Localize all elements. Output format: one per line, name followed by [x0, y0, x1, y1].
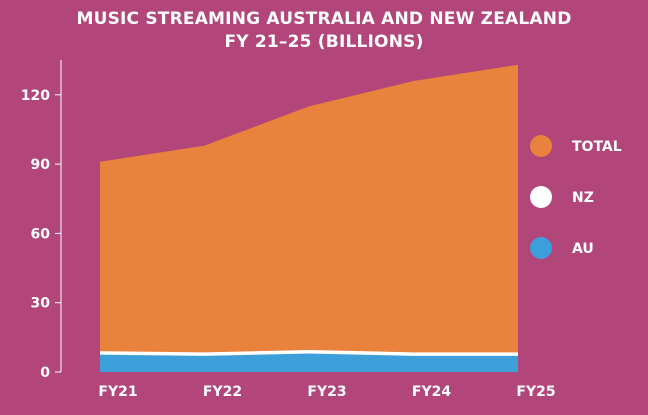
y-tick-label: 30	[31, 296, 51, 312]
x-tick-label: FY24	[412, 384, 451, 400]
x-tick-label: FY23	[307, 384, 346, 400]
legend-swatch-nz	[530, 186, 552, 208]
y-tick-label: 0	[40, 365, 50, 381]
y-tick-label: 60	[31, 226, 51, 242]
legend-label-total: TOTAL	[572, 139, 622, 155]
legend-swatch-au	[530, 237, 552, 259]
series-area-au	[100, 353, 518, 372]
chart-title-line2: FY 21–25 (BILLIONS)	[224, 32, 424, 52]
y-tick-label: 120	[21, 88, 50, 104]
x-tick-label: FY21	[98, 384, 137, 400]
y-tick-label: 90	[31, 157, 51, 173]
legend-label-nz: NZ	[572, 190, 594, 206]
x-tick-label: FY25	[516, 384, 555, 400]
chart-title: MUSIC STREAMING AUSTRALIA AND NEW ZEALAN…	[0, 8, 648, 54]
chart-title-line1: MUSIC STREAMING AUSTRALIA AND NEW ZEALAN…	[76, 9, 572, 29]
x-tick-label: FY22	[203, 384, 242, 400]
series-area-total	[100, 64, 518, 373]
legend-label-au: AU	[572, 241, 594, 257]
legend-swatch-total	[530, 135, 552, 157]
